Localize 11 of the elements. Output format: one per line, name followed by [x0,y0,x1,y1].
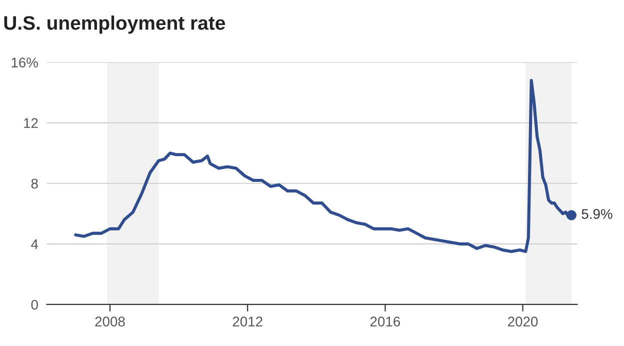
x-tick-label: 2008 [95,316,125,326]
x-tick-label: 2012 [232,316,262,326]
y-tick-label: 12 [24,118,38,128]
annotation: 5.9% [582,209,612,219]
y-tick-label: 16% [12,58,38,68]
y-tick-label: 8 [31,178,38,189]
chart-title: U.S. unemployment rate [4,16,226,34]
y-tick-label: 4 [31,239,38,249]
x-tick-label: 2016 [370,316,400,326]
x-tick-label: 2020 [508,316,538,326]
y-tick-label: 0 [31,300,38,310]
